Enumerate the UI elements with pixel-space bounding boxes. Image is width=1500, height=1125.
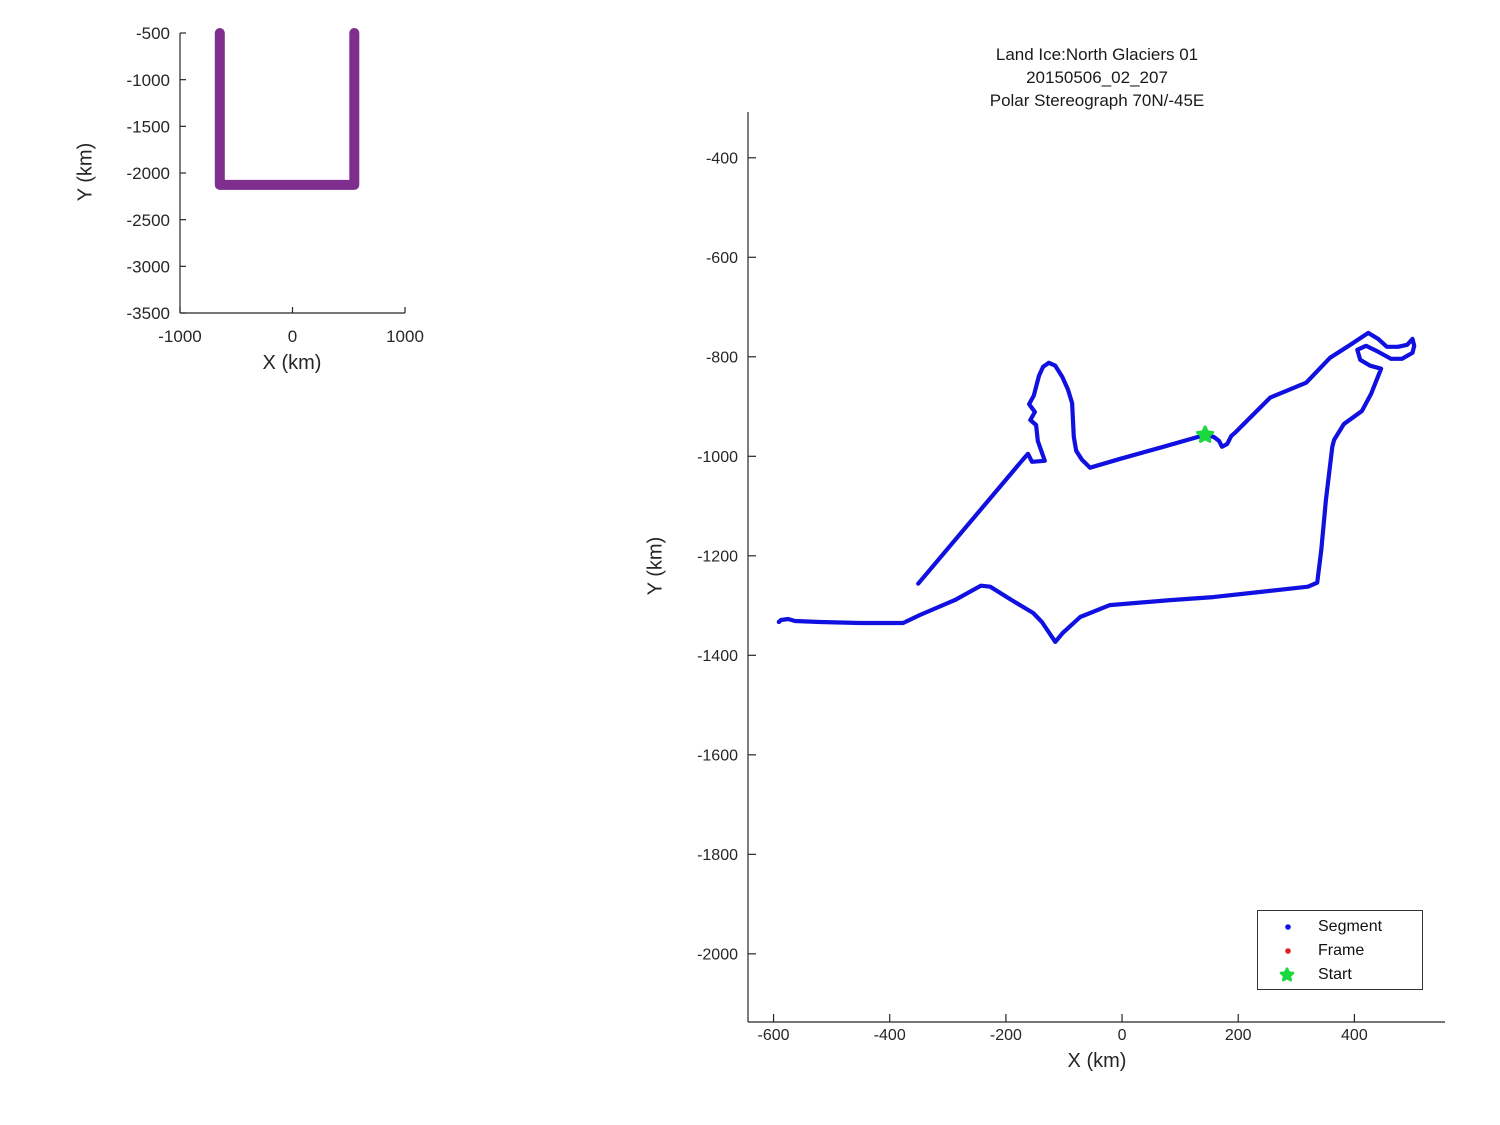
legend: Segment Frame Start xyxy=(1257,910,1423,990)
detail-y-tick-label: -1600 xyxy=(697,748,738,765)
detail-x-tick-label: -200 xyxy=(990,1027,1022,1044)
detail-plot: -600 -400 -200 0 200 400-2000-1800-1600-1400-… xyxy=(697,112,1445,1044)
detail-y-tick-label: -1200 xyxy=(697,549,738,566)
overview-y-tick-label: -1000 xyxy=(127,71,170,90)
detail-x-tick-label: 400 xyxy=(1341,1027,1368,1044)
legend-label-start: Start xyxy=(1318,966,1352,983)
segment-dot-icon xyxy=(1258,919,1318,935)
detail-y-tick-label: -800 xyxy=(706,350,738,367)
legend-row-frame: Frame xyxy=(1258,939,1422,963)
detail-y-axis-label: Y (km) xyxy=(644,536,667,596)
start-marker xyxy=(1196,425,1215,443)
detail-y-tick-label: -600 xyxy=(706,250,738,267)
legend-row-segment: Segment xyxy=(1258,915,1422,939)
track-segment xyxy=(776,330,1417,645)
detail-x-tick-label: 200 xyxy=(1225,1027,1252,1044)
overview-x-tick-label: 1000 xyxy=(386,327,424,346)
detail-x-tick-label: -600 xyxy=(758,1027,790,1044)
overview-x-tick-label: 0 xyxy=(288,327,297,346)
legend-label-segment: Segment xyxy=(1318,918,1383,935)
detail-x-axis-label: X (km) xyxy=(1067,1050,1127,1072)
overview-y-tick-label: -2000 xyxy=(127,164,170,183)
legend-label-frame: Frame xyxy=(1318,942,1365,959)
overview-y-tick-label: -1500 xyxy=(127,117,170,136)
overview-plot: -1000 0 1000 -3500 -3000 -2500 -2000 -1500 -1000… xyxy=(127,24,424,346)
detail-y-tick-label: -1800 xyxy=(697,847,738,864)
start-star-icon xyxy=(1258,966,1318,984)
overview-x-tick-label: -1000 xyxy=(158,327,201,346)
overview-y-tick-label: -3500 xyxy=(127,304,170,323)
title-line-3: Polar Stereograph 70N/-45E xyxy=(989,91,1205,110)
detail-x-tick-label: -400 xyxy=(874,1027,906,1044)
title-line-1: Land Ice:North Glaciers 01 xyxy=(995,45,1199,64)
overview-y-tick-label: -500 xyxy=(136,24,170,43)
overview-y-tick-label: -2500 xyxy=(127,211,170,230)
detail-plot-title: Land Ice:North Glaciers 01 20150506_02_2… xyxy=(990,43,1205,112)
detail-x-tick-label: 0 xyxy=(1118,1027,1127,1044)
track-track-overview xyxy=(214,28,360,190)
detail-y-tick-label: -2000 xyxy=(697,947,738,964)
overview-x-axis-label: X (km) xyxy=(262,352,322,374)
detail-y-tick-label: -1400 xyxy=(697,648,738,665)
detail-y-tick-label: -1000 xyxy=(697,449,738,466)
detail-y-tick-label: -400 xyxy=(706,151,738,168)
legend-row-start: Start xyxy=(1258,963,1422,987)
title-line-2: 20150506_02_207 xyxy=(1026,68,1168,87)
overview-y-tick-label: -3000 xyxy=(127,257,170,276)
frame-dot-icon xyxy=(1258,943,1318,959)
overview-y-axis-label: Y (km) xyxy=(74,142,97,202)
